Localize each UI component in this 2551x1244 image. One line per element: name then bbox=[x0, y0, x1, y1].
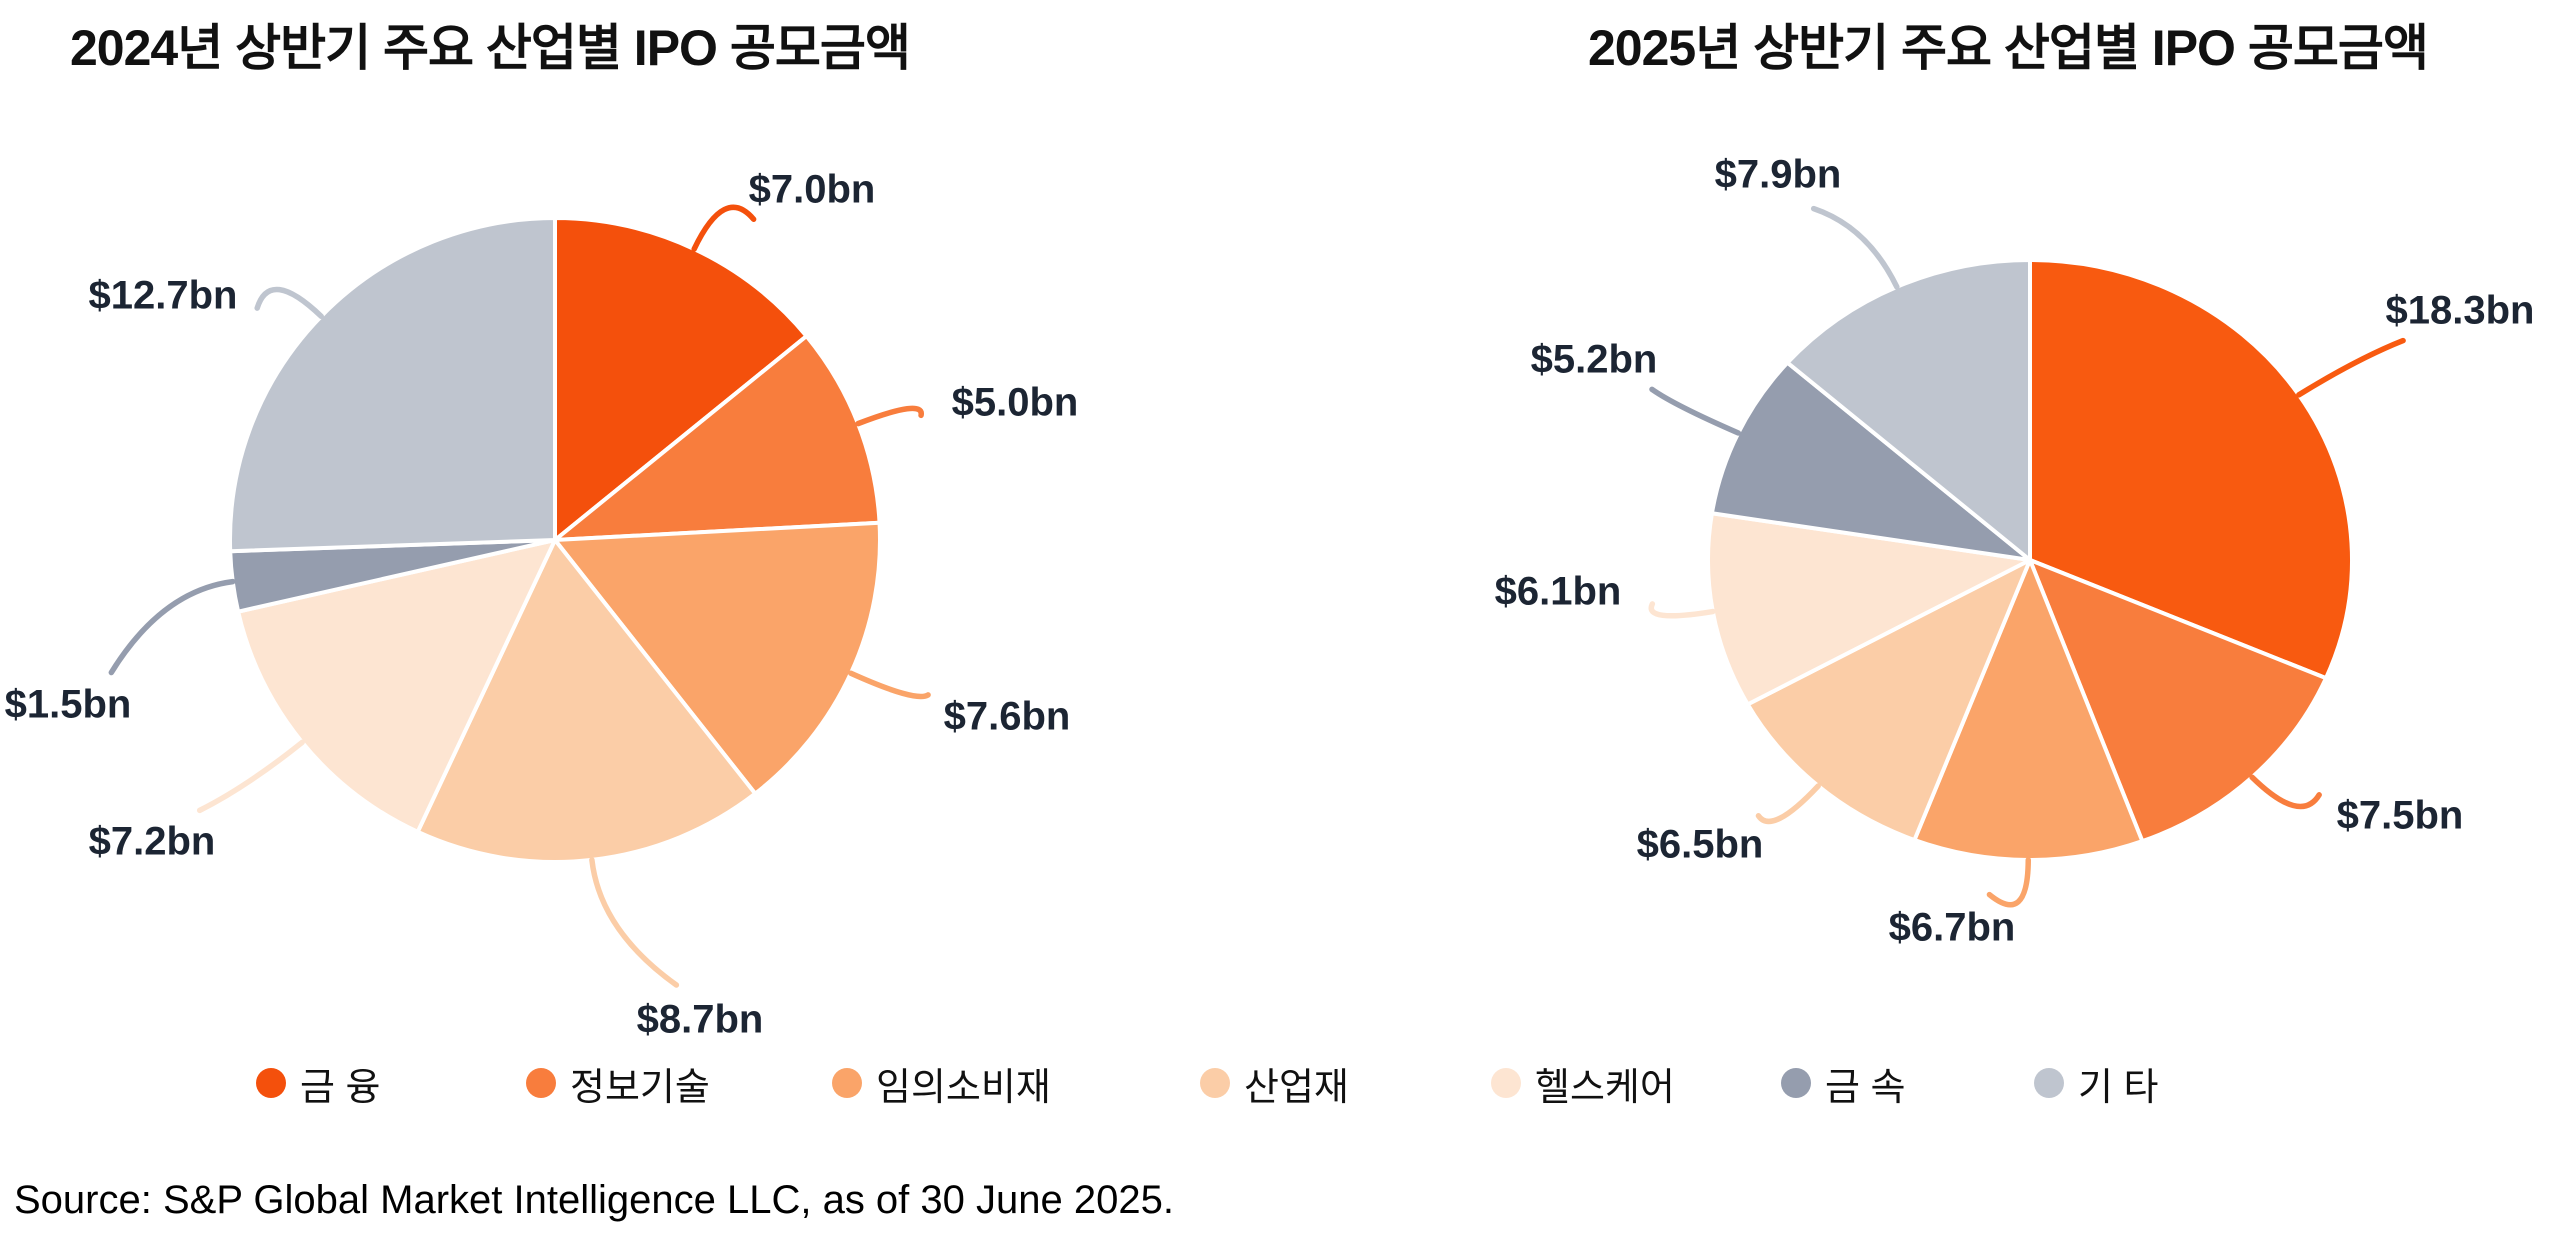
legend-swatch-icon bbox=[526, 1068, 556, 1098]
value-label-정보기술: $7.5bn bbox=[2336, 793, 2464, 838]
legend-label: 정보기술 bbox=[570, 1066, 710, 1109]
value-label-산업재: $8.7bn bbox=[636, 997, 764, 1042]
value-label-임의소비재: $6.7bn bbox=[1888, 905, 2016, 950]
leader-line-헬스케어 bbox=[1648, 601, 1716, 619]
leader-line-산업재 bbox=[589, 857, 680, 988]
leader-line-정보기술 bbox=[2249, 774, 2322, 810]
value-label-헬스케어: $6.1bn bbox=[1494, 569, 1622, 614]
value-label-기타: $7.9bn bbox=[1714, 152, 1842, 197]
leader-line-헬스케어 bbox=[196, 739, 305, 814]
chart-title-2024: 2024년 상반기 주요 산업별 IPO 공모금액 bbox=[70, 20, 911, 76]
legend-item-정보기술: 정보기술 bbox=[526, 1058, 710, 1109]
value-label-정보기술: $5.0bn bbox=[951, 380, 1079, 425]
legend: 금 융 정보기술 임의소비재 산업재 헬스케어 금 속 기 타 bbox=[0, 1058, 2551, 1109]
legend-label: 금 융 bbox=[300, 1066, 381, 1109]
legend-swatch-icon bbox=[832, 1068, 862, 1098]
legend-item-산업재: 산업재 bbox=[1200, 1058, 1349, 1109]
legend-label: 헬스케어 bbox=[1535, 1066, 1675, 1109]
legend-item-기타: 기 타 bbox=[2034, 1058, 2159, 1109]
leader-line-임의소비재 bbox=[1986, 857, 2032, 908]
leader-line-산업재 bbox=[1755, 783, 1821, 825]
legend-swatch-icon bbox=[1781, 1068, 1811, 1098]
legend-item-임의소비재: 임의소비재 bbox=[832, 1058, 1051, 1109]
pie-2024 bbox=[108, 204, 931, 988]
legend-item-헬스케어: 헬스케어 bbox=[1491, 1058, 1675, 1109]
legend-swatch-icon bbox=[256, 1068, 286, 1098]
value-label-임의소비재: $7.6bn bbox=[943, 694, 1071, 739]
chart-title-2025: 2025년 상반기 주요 산업별 IPO 공모금액 bbox=[1588, 20, 2429, 76]
legend-label: 산업재 bbox=[1244, 1066, 1349, 1109]
legend-label: 금 속 bbox=[1825, 1066, 1906, 1109]
legend-label: 임의소비재 bbox=[876, 1066, 1051, 1109]
leader-line-금속 bbox=[108, 578, 236, 676]
leader-line-금속 bbox=[1649, 386, 1742, 436]
value-label-금융: $18.3bn bbox=[2385, 288, 2535, 333]
legend-swatch-icon bbox=[1491, 1068, 1521, 1098]
leader-line-금융 bbox=[2296, 337, 2406, 398]
pie-slice-기타 bbox=[228, 216, 557, 554]
leader-line-기타 bbox=[1810, 205, 1900, 290]
value-label-금융: $7.0bn bbox=[748, 167, 876, 212]
leader-line-정보기술 bbox=[855, 405, 924, 427]
source-note: Source: S&P Global Market Intelligence L… bbox=[14, 1178, 1174, 1222]
leader-line-금융 bbox=[691, 204, 757, 252]
legend-swatch-icon bbox=[2034, 1068, 2064, 1098]
legend-swatch-icon bbox=[1200, 1068, 1230, 1098]
legend-item-금융: 금 융 bbox=[256, 1058, 381, 1109]
legend-label: 기 타 bbox=[2078, 1066, 2159, 1109]
pie-2025 bbox=[1648, 205, 2406, 908]
leader-line-기타 bbox=[254, 286, 324, 320]
value-label-금속: $1.5bn bbox=[4, 682, 132, 727]
value-label-금속: $5.2bn bbox=[1530, 337, 1658, 382]
leader-line-임의소비재 bbox=[848, 670, 931, 700]
value-label-헬스케어: $7.2bn bbox=[88, 819, 216, 864]
legend-item-금속: 금 속 bbox=[1781, 1058, 1906, 1109]
value-label-산업재: $6.5bn bbox=[1636, 822, 1764, 867]
value-label-기타: $12.7bn bbox=[88, 273, 238, 318]
